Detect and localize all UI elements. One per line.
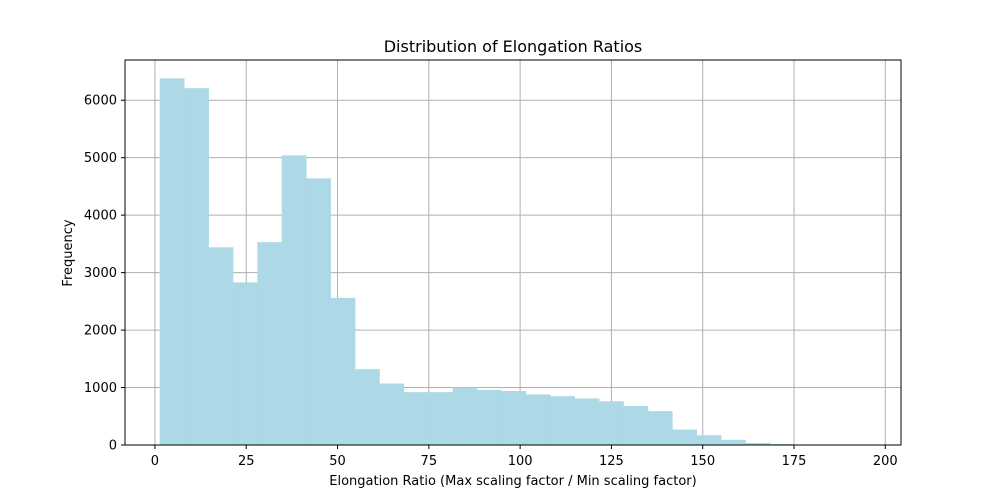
x-tick-label: 25: [238, 454, 255, 469]
plot-frame: [124, 59, 902, 446]
histogram-bar: [452, 387, 478, 445]
y-tick-label: 0: [109, 439, 117, 454]
histogram-bar: [721, 439, 746, 445]
y-tick-label: 5000: [84, 151, 117, 166]
histogram-bar: [672, 429, 698, 445]
x-tick-label: 125: [599, 454, 624, 469]
chart-title: Distribution of Elongation Ratios: [384, 37, 643, 56]
histogram-bar: [525, 394, 551, 445]
x-tick-label: 50: [329, 454, 346, 469]
histogram-bar: [159, 78, 185, 445]
histogram-bar: [184, 88, 209, 446]
y-tick-label: 1000: [84, 381, 117, 396]
histogram-bar: [306, 178, 331, 445]
histogram-bar: [208, 247, 234, 445]
histogram-bar: [257, 242, 283, 445]
x-axis-label: Elongation Ratio (Max scaling factor / M…: [329, 474, 696, 489]
y-tick-label: 6000: [84, 94, 117, 109]
histogram-bar: [696, 435, 722, 445]
x-tick-label: 75: [421, 454, 438, 469]
histogram-bar: [330, 297, 356, 445]
axis-ticks: 0 25 50 75 100 125 150 175 200010002000300040005…: [84, 94, 898, 469]
histogram-bar: [623, 405, 649, 445]
y-tick-label: 3000: [84, 266, 117, 281]
histogram-bar: [281, 155, 307, 445]
x-tick-label: 100: [508, 454, 533, 469]
histogram-bar: [745, 442, 771, 445]
histogram-bar: [354, 369, 380, 445]
histogram-bar: [550, 396, 576, 445]
histogram-bar: [574, 398, 600, 445]
y-tick-label: 4000: [84, 209, 117, 224]
histogram-bar: [501, 390, 527, 445]
histogram-bar: [598, 401, 624, 445]
histogram-bar: [403, 392, 429, 445]
histogram-bar: [379, 383, 405, 445]
histogram-bar: [476, 389, 502, 445]
histogram-bar: [647, 411, 673, 445]
histogram-bars: [159, 78, 868, 446]
x-tick-label: 0: [151, 454, 159, 469]
y-tick-label: 2000: [84, 324, 117, 339]
x-tick-label: 175: [782, 454, 807, 469]
y-axis-label: Frequency: [61, 219, 76, 286]
x-tick-label: 200: [873, 454, 898, 469]
histogram-bar: [232, 282, 258, 445]
histogram-bar: [428, 392, 453, 445]
x-tick-label: 150: [690, 454, 715, 469]
